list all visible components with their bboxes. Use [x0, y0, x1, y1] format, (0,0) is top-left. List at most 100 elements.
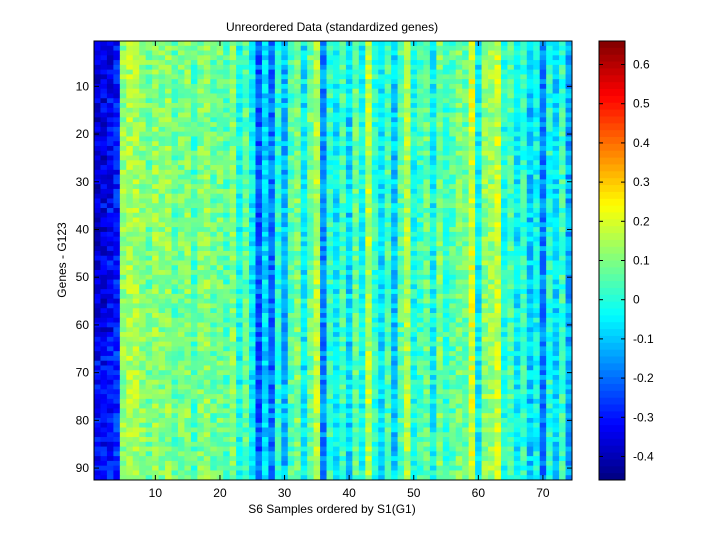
heatmap-cell	[533, 265, 541, 271]
heatmap-cell	[475, 107, 482, 113]
heatmap-cell	[345, 145, 353, 152]
heatmap-cell	[326, 184, 334, 190]
heatmap-cell	[410, 250, 418, 257]
heatmap-cell	[281, 69, 289, 75]
heatmap-cell	[326, 327, 334, 333]
heatmap-cell	[126, 145, 134, 152]
heatmap-cell	[113, 346, 121, 352]
heatmap-cell	[423, 122, 431, 128]
heatmap-cell	[255, 174, 263, 180]
heatmap-cell	[481, 322, 489, 328]
heatmap-cell	[165, 250, 172, 257]
heatmap-cell	[539, 250, 547, 257]
heatmap-cell	[352, 79, 360, 85]
heatmap-cell	[494, 332, 502, 338]
heatmap-cell	[145, 122, 153, 128]
heatmap-cell	[197, 193, 205, 199]
heatmap-cell	[216, 241, 224, 247]
heatmap-cell	[546, 236, 554, 242]
heatmap-cell	[449, 69, 457, 75]
heatmap-cell	[436, 260, 444, 266]
heatmap-cell	[119, 231, 127, 238]
heatmap-cell	[113, 336, 121, 343]
heatmap-cell	[378, 279, 386, 285]
heatmap-cell	[190, 107, 198, 113]
heatmap-cell	[365, 41, 373, 47]
heatmap-cell	[339, 312, 347, 319]
heatmap-cell	[559, 193, 566, 199]
heatmap-cell	[455, 217, 463, 223]
heatmap-cell	[449, 332, 457, 338]
heatmap-cell	[106, 203, 114, 209]
heatmap-cell	[165, 112, 172, 118]
heatmap-cell	[423, 198, 431, 204]
heatmap-cell	[358, 69, 366, 75]
heatmap-cell	[365, 241, 373, 247]
heatmap-cell	[513, 332, 521, 338]
heatmap-cell	[223, 174, 231, 180]
heatmap-cell	[210, 279, 218, 285]
heatmap-cell	[171, 255, 179, 261]
heatmap-cell	[177, 60, 185, 66]
heatmap-cell	[261, 265, 269, 271]
heatmap-cell	[294, 107, 302, 113]
heatmap-cell	[249, 174, 256, 180]
heatmap-cell	[404, 79, 411, 85]
heatmap-cell	[281, 145, 289, 152]
heatmap-cell	[533, 50, 541, 56]
heatmap-cell	[184, 126, 192, 133]
heatmap-cell	[552, 165, 560, 171]
heatmap-cell	[119, 64, 127, 71]
heatmap-cell	[481, 155, 489, 161]
heatmap-cell	[261, 117, 269, 123]
heatmap-cell	[423, 327, 431, 333]
heatmap-cell	[339, 155, 347, 161]
heatmap-cell	[229, 332, 237, 338]
heatmap-cell	[274, 155, 282, 161]
heatmap-cell	[139, 355, 147, 362]
heatmap-cell	[384, 332, 392, 338]
heatmap-cell	[455, 131, 463, 137]
heatmap-cell	[119, 93, 127, 99]
heatmap-cell	[397, 60, 405, 66]
heatmap-cell	[94, 284, 101, 290]
heatmap-cell	[494, 169, 502, 176]
heatmap-cell	[94, 160, 101, 166]
heatmap-cell	[436, 103, 444, 109]
heatmap-cell	[177, 270, 185, 276]
heatmap-cell	[139, 112, 147, 118]
heatmap-cell	[468, 260, 476, 266]
heatmap-cell	[184, 346, 192, 352]
heatmap-cell	[197, 174, 205, 180]
heatmap-cell	[223, 50, 231, 56]
heatmap-cell	[281, 103, 289, 109]
heatmap-cell	[546, 265, 554, 271]
heatmap-cell	[365, 317, 373, 323]
heatmap-cell	[500, 236, 508, 242]
heatmap-cell	[546, 136, 554, 142]
heatmap-cell	[106, 270, 114, 276]
heatmap-cell	[236, 265, 243, 271]
heatmap-cell	[229, 274, 237, 280]
heatmap-cell	[436, 126, 444, 133]
heatmap-cell	[358, 336, 366, 343]
heatmap-cell	[139, 50, 147, 56]
heatmap-cell	[333, 41, 340, 47]
heatmap-cell	[261, 260, 269, 266]
heatmap-cell	[197, 274, 205, 280]
heatmap-cell	[391, 270, 398, 276]
heatmap-cell	[320, 355, 327, 362]
heatmap-cell	[236, 45, 243, 51]
heatmap-cell	[100, 289, 108, 295]
heatmap-cell	[177, 274, 185, 280]
heatmap-cell	[165, 279, 172, 285]
heatmap-cell	[229, 69, 237, 75]
heatmap-cell	[520, 279, 528, 285]
heatmap-cell	[475, 312, 482, 319]
heatmap-cell	[345, 303, 353, 309]
heatmap-cell	[494, 246, 502, 252]
heatmap-cell	[255, 69, 263, 75]
heatmap-cell	[229, 55, 237, 61]
heatmap-cell	[287, 112, 295, 118]
heatmap-cell	[313, 360, 321, 366]
